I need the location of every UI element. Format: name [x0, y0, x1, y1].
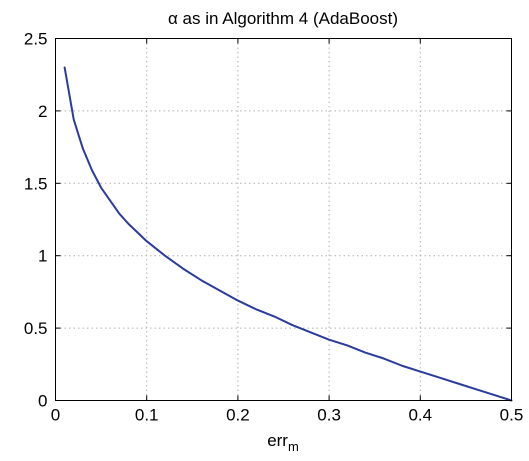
y-tick-label: 2.5 — [24, 30, 48, 49]
x-tick-label: 0.4 — [408, 406, 432, 425]
x-tick-label: 0.1 — [135, 406, 159, 425]
x-axis-label-main: err — [267, 431, 288, 450]
x-axis-label-subscript: m — [288, 439, 299, 454]
series-line — [65, 67, 512, 400]
x-tick-label: 0 — [51, 406, 60, 425]
series-layer — [65, 67, 512, 400]
y-tick-label: 1 — [38, 247, 47, 266]
title-rest: as in Algorithm 4 (AdaBoost) — [178, 9, 398, 28]
tick-labels: 0 0.1 0.2 0.3 0.4 0.5 0 0.5 1 1.5 2 2.5 — [24, 30, 523, 425]
x-tick-label: 0.3 — [317, 406, 341, 425]
x-tick-label: 0.2 — [226, 406, 250, 425]
title-alpha: α — [168, 9, 178, 28]
x-tick-label: 0.5 — [500, 406, 524, 425]
y-tick-label: 0 — [38, 392, 47, 411]
y-tick-label: 1.5 — [24, 174, 48, 193]
chart-title: α as in Algorithm 4 (AdaBoost) — [168, 9, 398, 28]
x-axis-label: errm — [267, 431, 299, 454]
y-tick-label: 0.5 — [24, 319, 48, 338]
y-tick-label: 2 — [38, 102, 47, 121]
